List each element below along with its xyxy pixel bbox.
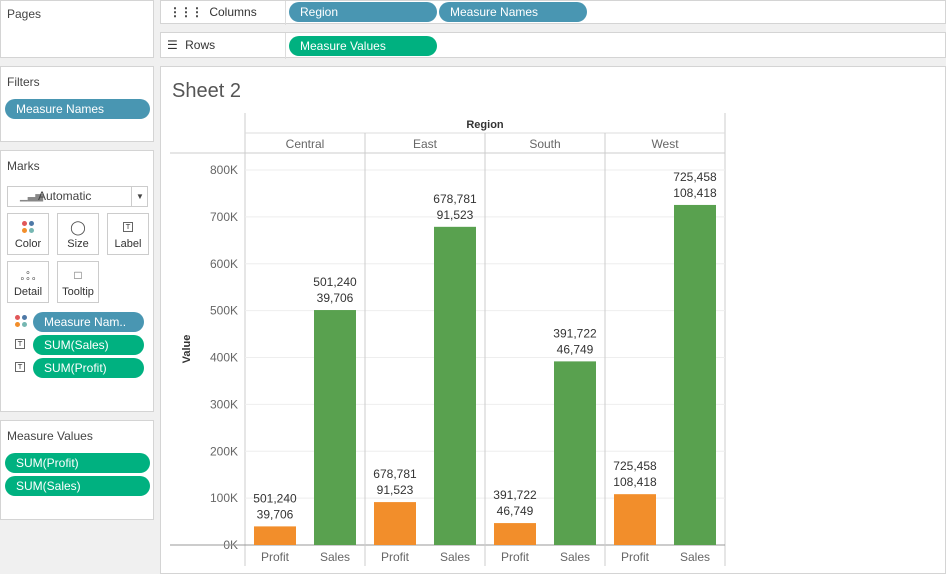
marks-field-measure-names[interactable]: Measure Nam.. <box>33 312 144 332</box>
rows-shelf[interactable]: ☰ Rows Measure Values <box>160 32 946 59</box>
columns-shelf[interactable]: ⋮⋮⋮ Columns Region Measure Names <box>160 0 946 25</box>
measure-values-title: Measure Values <box>7 429 93 443</box>
marks-tooltip-button[interactable]: □ Tooltip <box>57 261 99 303</box>
size-icon: ◯ <box>70 218 86 235</box>
pages-panel: Pages <box>0 0 154 58</box>
text-field-icon: T <box>15 339 25 349</box>
measure-value-pill-profit[interactable]: SUM(Profit) <box>5 453 150 473</box>
row-pill-measure-values[interactable]: Measure Values <box>289 36 437 56</box>
color-icon <box>22 221 34 233</box>
marks-color-button[interactable]: Color <box>7 213 49 255</box>
marks-size-button[interactable]: ◯ Size <box>57 213 99 255</box>
pages-title: Pages <box>7 7 42 21</box>
filters-title: Filters <box>7 75 40 89</box>
columns-icon: ⋮⋮⋮ <box>169 5 203 19</box>
tooltip-icon: □ <box>74 268 82 282</box>
detail-icon: ∘ ∘∘∘ <box>19 267 37 283</box>
filter-pill-measure-names[interactable]: Measure Names <box>5 99 150 119</box>
measure-value-pill-sales[interactable]: SUM(Sales) <box>5 476 150 496</box>
text-field-icon: T <box>15 362 25 372</box>
rows-icon: ☰ <box>167 38 178 52</box>
marks-panel: Marks ▁▃▅ Automatic ▼ Color ◯ Size T Lab… <box>0 150 154 412</box>
mark-type-dropdown[interactable]: ▁▃▅ Automatic ▼ <box>7 186 148 207</box>
marks-field-sum-sales[interactable]: SUM(Sales) <box>33 335 144 355</box>
marks-field-sum-profit[interactable]: SUM(Profit) <box>33 358 144 378</box>
chevron-down-icon: ▼ <box>136 192 144 201</box>
marks-label-button[interactable]: T Label <box>107 213 149 255</box>
filters-panel: Filters Measure Names <box>0 66 154 142</box>
column-pill-region[interactable]: Region <box>289 2 437 22</box>
marks-title: Marks <box>7 159 40 173</box>
column-pill-measure-names[interactable]: Measure Names <box>439 2 587 22</box>
rows-shelf-label: ☰ Rows <box>167 38 216 52</box>
marks-detail-button[interactable]: ∘ ∘∘∘ Detail <box>7 261 49 303</box>
sheet-canvas: Sheet 2 <box>160 66 946 574</box>
columns-shelf-label: ⋮⋮⋮ Columns <box>169 5 257 19</box>
text-label-icon: T <box>123 222 133 232</box>
sheet-title: Sheet 2 <box>172 80 241 102</box>
measure-values-panel: Measure Values SUM(Profit) SUM(Sales) <box>0 420 154 520</box>
bar-chart-icon: ▁▃▅ <box>20 191 44 202</box>
